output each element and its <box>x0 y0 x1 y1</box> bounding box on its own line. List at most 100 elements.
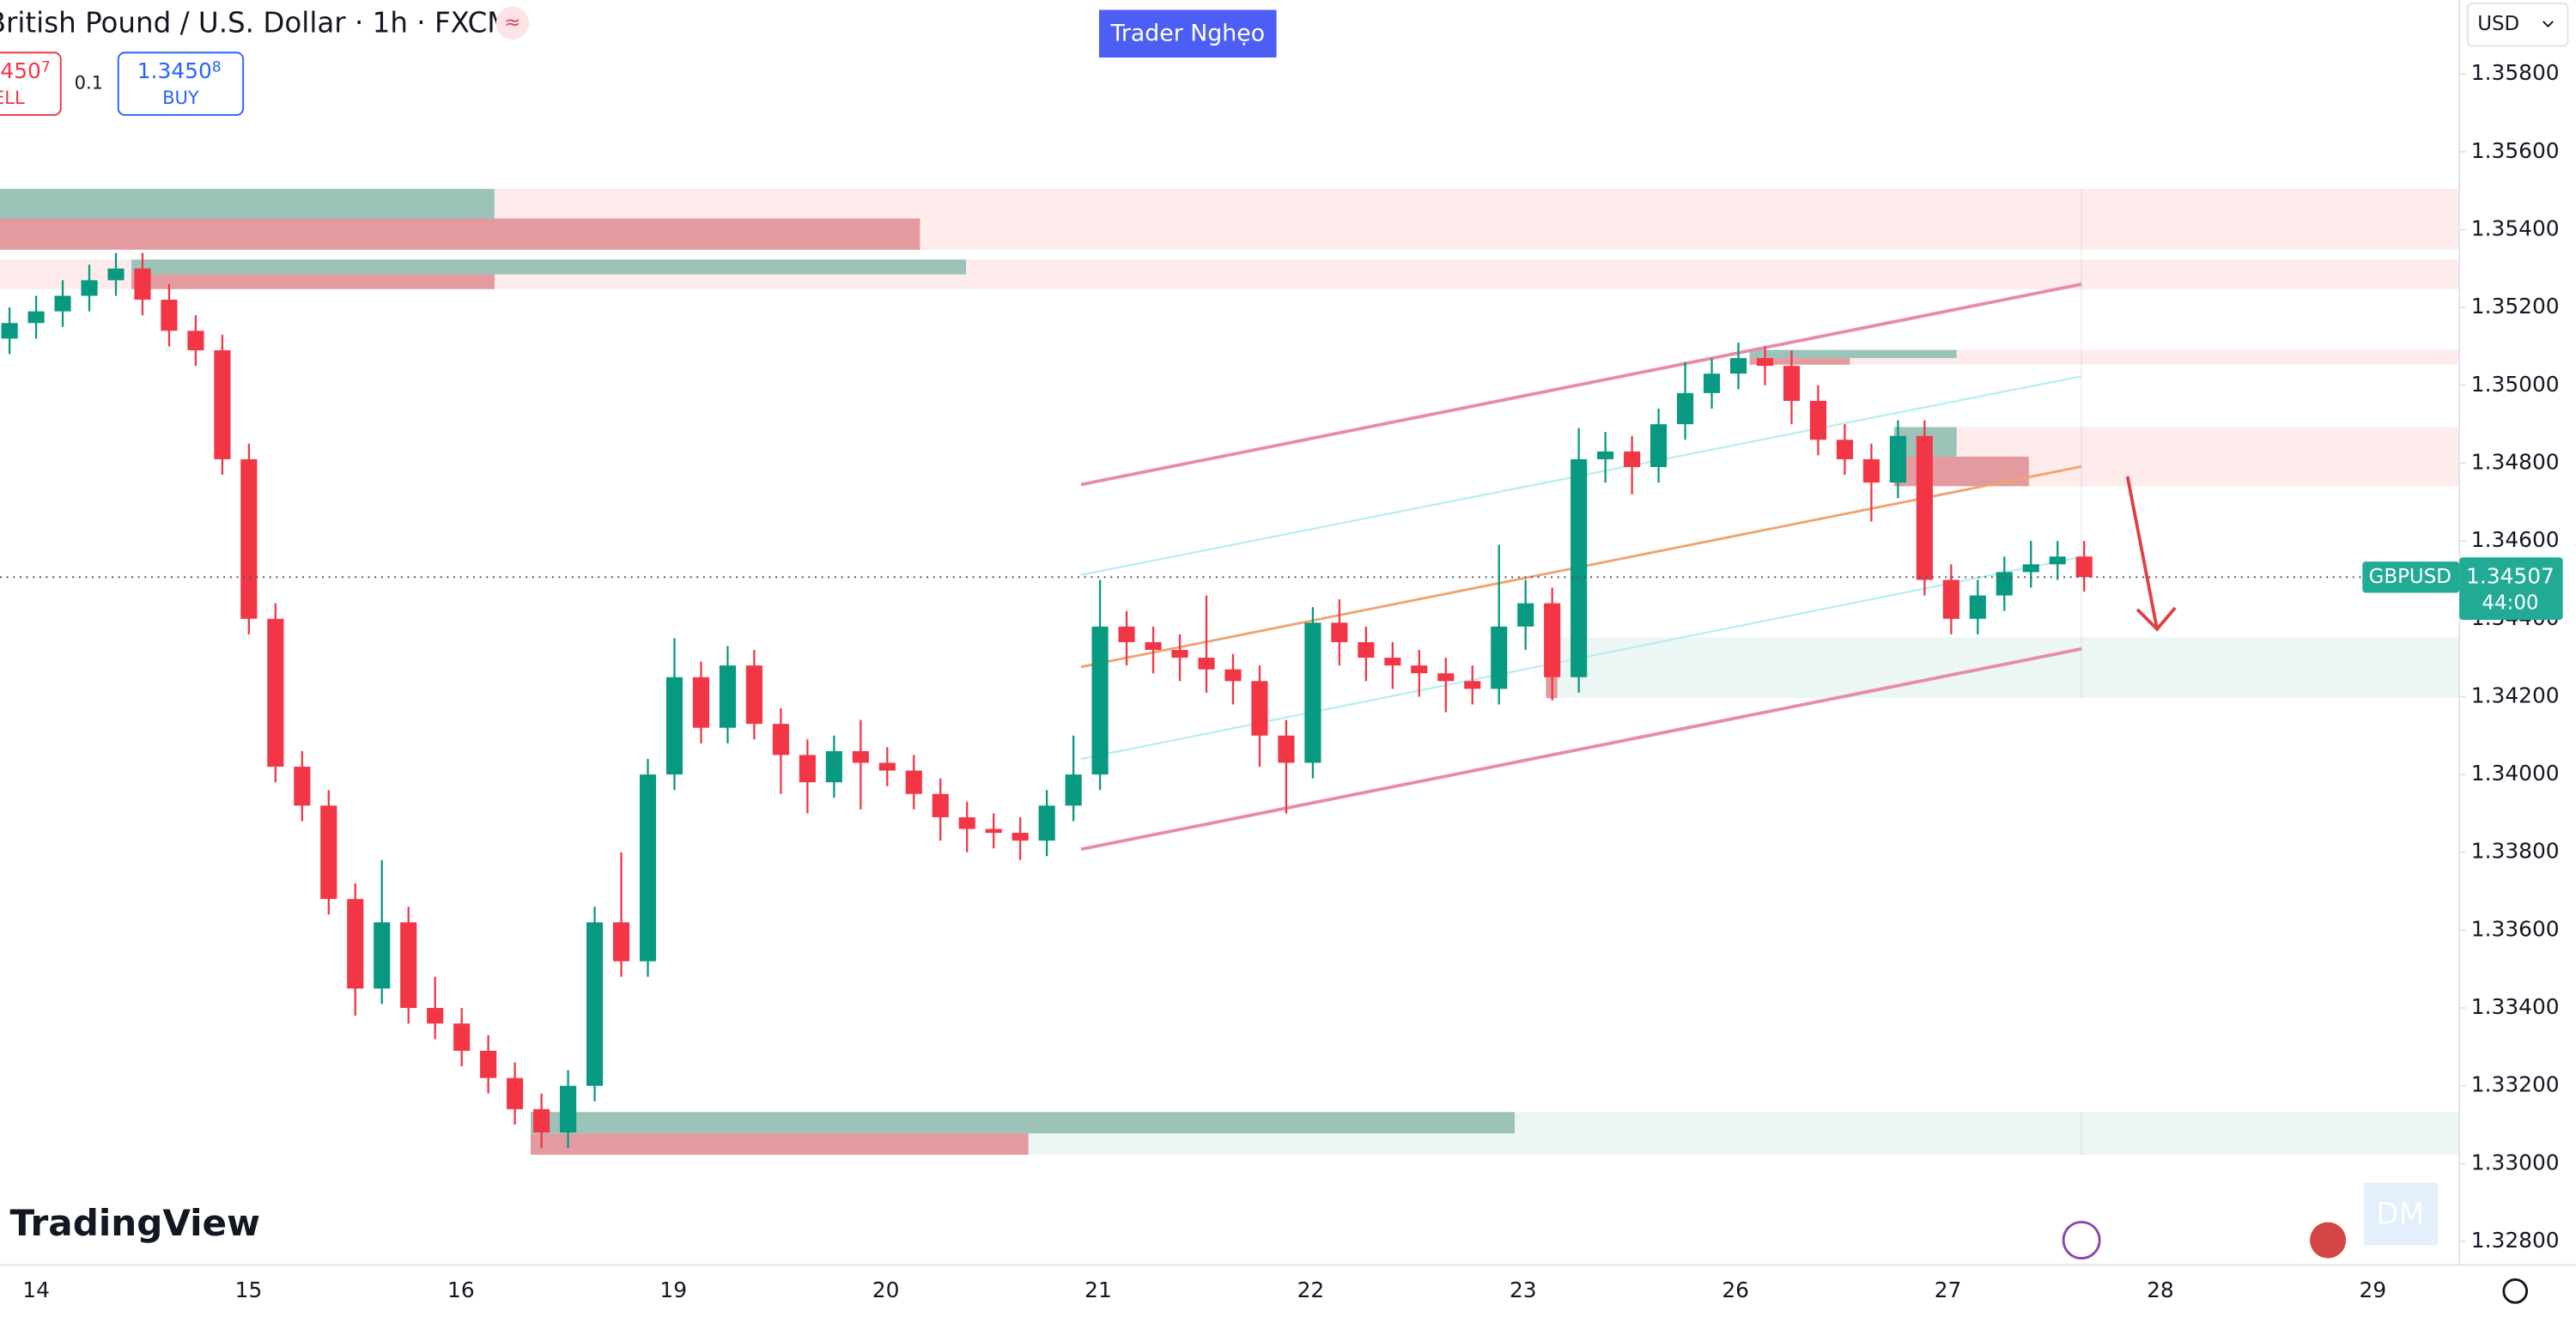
brand-box <box>1098 9 1277 58</box>
x-tick-label: 26 <box>1722 1277 1749 1302</box>
y-tick-label: 1.33000 <box>2471 1150 2560 1174</box>
zone-bar <box>530 1112 1516 1134</box>
candle-body <box>1756 358 1774 367</box>
candle-body <box>1889 435 1906 483</box>
x-tick-label: 14 <box>22 1277 50 1302</box>
candle-body <box>1437 673 1455 682</box>
y-tick-label: 1.34200 <box>2471 683 2560 707</box>
candle-body <box>2022 564 2039 573</box>
candle-body <box>639 774 657 962</box>
demand-zone <box>1546 637 2460 699</box>
y-tick-label: 1.33200 <box>2471 1072 2560 1097</box>
dropdown-caret[interactable] <box>2543 21 2554 27</box>
candle-body <box>1862 458 1880 483</box>
candle-body <box>161 300 178 331</box>
candle-body <box>1384 658 1401 666</box>
symbol-box <box>2362 561 2460 593</box>
candle-body <box>586 922 604 1086</box>
x-tick-label: 28 <box>2147 1277 2174 1302</box>
candle-body <box>2049 556 2066 565</box>
candle-body <box>1597 451 1614 459</box>
candle-body <box>267 618 284 768</box>
candle-body <box>799 755 816 783</box>
candle-body <box>772 724 789 756</box>
candle-body <box>745 665 762 725</box>
candle-body <box>1358 641 1375 658</box>
status-icon-glyph: ≈ <box>504 11 520 33</box>
y-tick-label: 1.35000 <box>2471 372 2560 397</box>
candle-body <box>1224 669 1242 682</box>
x-tick-label: 29 <box>2360 1277 2387 1302</box>
lot-size[interactable]: 0.1 <box>75 72 103 94</box>
candle-body <box>1783 366 1801 401</box>
zone-bar <box>1749 349 1957 359</box>
sell-pip[interactable]: 7 <box>41 58 51 76</box>
settings-icon[interactable] <box>2502 1278 2529 1304</box>
candle-body <box>825 750 842 783</box>
currency[interactable]: USD <box>2477 13 2519 35</box>
x-tick-label: 27 <box>1935 1277 1962 1302</box>
zone-bar <box>1749 358 1850 365</box>
buy-label[interactable]: BUY <box>162 87 199 108</box>
channel <box>1080 282 2177 852</box>
logo: TradingView <box>9 1202 260 1244</box>
zone-bar <box>131 259 966 275</box>
candle-body <box>294 767 311 806</box>
candle-body <box>612 922 630 962</box>
price-badge: GBPUSD 1.34507 44:00 <box>2362 557 2563 621</box>
buy-pip[interactable]: 8 <box>212 58 222 76</box>
x-tick-label: 16 <box>447 1277 475 1302</box>
sell-button[interactable] <box>0 52 62 116</box>
candle-body <box>2075 556 2093 578</box>
candle-body <box>374 922 391 989</box>
x-tick-label: 21 <box>1084 1277 1112 1302</box>
candle-body <box>1729 358 1747 374</box>
candle-body <box>1411 665 1428 674</box>
event-icon[interactable] <box>2062 1221 2101 1260</box>
candle-body <box>507 1077 524 1109</box>
candle-body <box>1677 392 1694 425</box>
zone-bar <box>530 1133 1029 1156</box>
x-tick-label: 15 <box>235 1277 263 1302</box>
sell-price[interactable]: 1.3450 <box>0 58 41 83</box>
status-icon <box>495 6 530 39</box>
brand: Trader Nghẹo <box>1109 21 1265 47</box>
x-tick-label: 22 <box>1297 1277 1325 1302</box>
channel-lower <box>1080 646 2082 852</box>
candle-body <box>480 1050 497 1078</box>
candle-body <box>400 922 417 1009</box>
candle-body <box>1517 603 1534 627</box>
candle-body <box>81 280 98 296</box>
candle-body <box>665 677 683 775</box>
down-arrow <box>2125 476 2177 632</box>
event-icon[interactable] <box>2310 1222 2347 1259</box>
candle-body <box>958 816 975 829</box>
zones <box>0 189 2460 1156</box>
candle-body <box>1624 451 1641 467</box>
candle-body <box>1491 626 1508 689</box>
candle-body <box>1331 622 1348 642</box>
countdown: 44:00 <box>2482 592 2538 614</box>
candle-body <box>533 1108 550 1133</box>
candle-body <box>1091 626 1109 775</box>
buy-price[interactable]: 1.3450 <box>137 58 212 83</box>
sell-label[interactable]: SELL <box>0 87 25 108</box>
currency-select[interactable] <box>2466 2 2569 47</box>
candle-body <box>1996 572 2013 596</box>
y-axis: 1.35800 1.35600 1.35400 1.35200 1.35000 1.348… <box>2459 60 2560 1253</box>
candle-body <box>1012 833 1029 841</box>
candle-body <box>1118 626 1135 642</box>
chart-title: British Pound / U.S. Dollar · 1h · FXCM <box>0 7 511 39</box>
y-tick-label: 1.35800 <box>2471 60 2560 85</box>
y-tick-label: 1.33600 <box>2471 916 2560 941</box>
x-tick-label: 19 <box>659 1277 687 1302</box>
x-tick-label: 23 <box>1510 1277 1537 1302</box>
buy-button[interactable] <box>117 52 245 116</box>
candle-body <box>878 762 896 771</box>
candle-body <box>1464 681 1481 689</box>
candle-body <box>1916 435 1933 580</box>
candle-body <box>320 805 337 900</box>
candle-body <box>1038 805 1055 841</box>
x-axis: 14 15 16 19 20 21 22 23 26 27 28 29 <box>22 1277 2386 1302</box>
